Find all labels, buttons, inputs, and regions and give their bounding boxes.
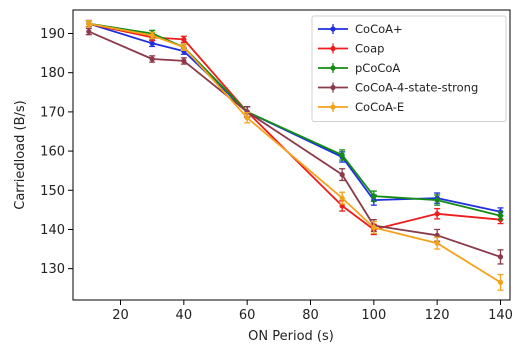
x-tick-label: 40	[176, 308, 193, 323]
y-tick-label: 140	[40, 223, 65, 238]
legend-swatch-marker	[330, 45, 336, 52]
data-point	[86, 21, 92, 27]
legend-label: Coap	[355, 42, 384, 56]
legend-swatch-marker	[330, 84, 336, 91]
data-point	[371, 224, 377, 231]
data-point	[181, 58, 187, 64]
data-point	[497, 279, 504, 285]
series-4	[85, 19, 504, 291]
x-tick-label: 120	[425, 308, 450, 323]
data-point	[434, 197, 440, 203]
data-point	[434, 240, 440, 246]
legend-item: CoCoA-4-state-strong	[318, 81, 478, 95]
x-tick-label: 100	[361, 308, 386, 323]
data-point	[244, 115, 250, 121]
legend-label: pCoCoA	[355, 61, 400, 75]
data-point	[339, 152, 345, 158]
y-tick-label: 190	[40, 27, 65, 42]
x-tick-label: 140	[488, 308, 513, 323]
data-point	[181, 44, 187, 50]
data-point	[181, 36, 187, 42]
legend-label: CoCoA+	[355, 22, 403, 36]
legend-swatch-marker	[330, 104, 336, 110]
x-tick-label: 60	[239, 308, 256, 323]
data-point	[371, 193, 377, 199]
series-line	[88, 30, 501, 258]
y-axis-ticks: 130 140 150 160 170 180 190	[40, 27, 73, 277]
data-point	[497, 213, 504, 219]
data-point	[339, 171, 345, 178]
legend-swatch-marker	[330, 26, 336, 32]
legend-item: Coap	[318, 42, 384, 56]
x-tick-label: 80	[302, 308, 319, 323]
y-tick-label: 160	[40, 145, 65, 160]
y-tick-label: 130	[40, 262, 65, 277]
y-tick-label: 150	[40, 184, 65, 199]
y-tick-label: 180	[40, 66, 65, 81]
series-line	[88, 22, 501, 217]
legend-item: CoCoA+	[318, 22, 403, 36]
data-point	[339, 203, 345, 209]
x-axis-ticks: 20 40 60 80 100 120 140	[112, 300, 513, 323]
y-tick-label: 170	[40, 105, 65, 120]
legend: CoCoA+ Coap pCoCoA CoCoA-4-state-strong CoCo…	[311, 15, 507, 122]
series-layer	[85, 19, 504, 291]
data-point	[434, 232, 440, 238]
x-tick-label: 20	[112, 308, 129, 323]
data-point	[497, 254, 504, 260]
legend-swatch-marker	[330, 65, 336, 71]
series-3	[85, 27, 504, 265]
data-point	[149, 40, 155, 46]
x-axis-title: ON Period (s)	[248, 329, 334, 344]
y-axis-title: Carriedload (B/s)	[13, 100, 28, 210]
data-point	[434, 211, 440, 217]
data-point	[149, 32, 155, 39]
legend-label: CoCoA-E	[355, 100, 404, 114]
legend-item: pCoCoA	[318, 61, 400, 75]
data-point	[149, 56, 155, 62]
data-point	[339, 195, 345, 201]
series-line	[88, 22, 501, 284]
legend-box	[311, 15, 507, 122]
legend-item: CoCoA-E	[318, 100, 404, 114]
series-line	[88, 22, 501, 213]
legend-label: CoCoA-4-state-strong	[355, 81, 478, 95]
data-point	[86, 28, 92, 35]
